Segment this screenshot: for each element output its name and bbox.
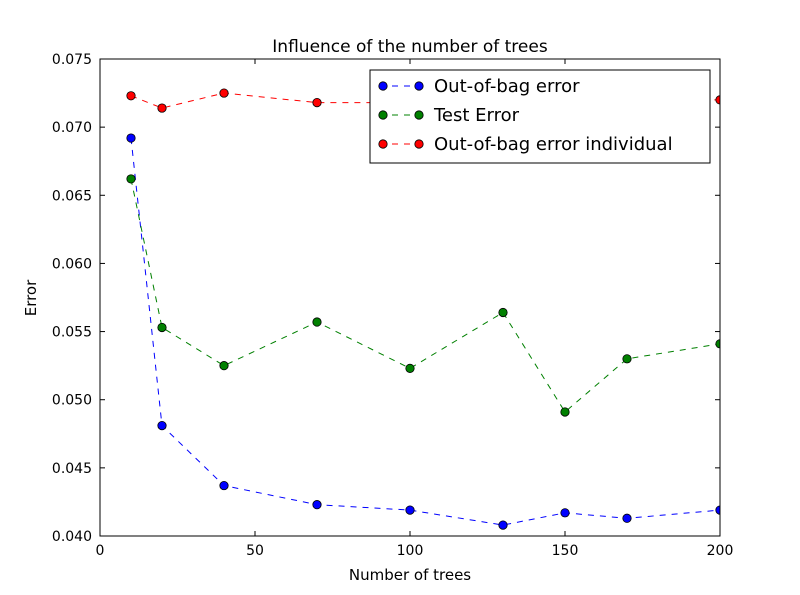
- data-point: [312, 317, 322, 327]
- legend-item: Out-of-bag error individual: [378, 134, 673, 155]
- data-point: [126, 91, 136, 101]
- x-tick-label: 200: [707, 543, 734, 559]
- y-tick-label: 0.045: [52, 461, 92, 477]
- data-point: [126, 133, 136, 143]
- x-axis-label: Number of trees: [349, 566, 471, 584]
- series-1: [126, 133, 720, 530]
- data-point: [405, 505, 415, 515]
- legend-item: Test Error: [378, 105, 520, 126]
- data-point: [312, 98, 322, 108]
- data-point: [405, 363, 415, 373]
- x-tick-label: 0: [96, 543, 105, 559]
- legend-marker: [414, 110, 424, 120]
- data-point: [157, 103, 167, 113]
- y-tick-label: 0.075: [52, 52, 92, 68]
- series-line: [130, 137, 720, 526]
- y-axis-label: Error: [22, 279, 40, 316]
- y-tick-label: 0.040: [52, 529, 92, 545]
- data-point: [219, 88, 229, 98]
- y-tick-label: 0.050: [52, 393, 92, 409]
- legend: Out-of-bag error Test Error Out-of-bag err…: [369, 69, 711, 164]
- legend-label: Out-of-bag error: [434, 76, 580, 97]
- data-point: [560, 407, 570, 417]
- legend-marker: [378, 81, 388, 91]
- data-point: [560, 508, 570, 518]
- x-tick-label: 150: [552, 543, 579, 559]
- legend-marker: [414, 81, 424, 91]
- series-line: [130, 178, 720, 413]
- legend-box: [369, 69, 711, 164]
- series-2: [126, 174, 720, 417]
- legend-marker: [414, 139, 424, 149]
- ticks-layer: 0 50 100 150 200 0.040 0.045 0.050 0.055 0.060 0.0…: [52, 52, 733, 559]
- legend-marker: [378, 110, 388, 120]
- data-point: [622, 354, 632, 364]
- data-point: [219, 480, 229, 491]
- x-tick-label: 100: [397, 543, 424, 559]
- data-point: [622, 513, 632, 523]
- x-tick-label: 50: [246, 543, 264, 559]
- y-tick-label: 0.055: [52, 325, 92, 341]
- y-tick-label: 0.065: [52, 188, 92, 204]
- y-tick-label: 0.060: [52, 256, 92, 272]
- legend-label: Out-of-bag error individual: [434, 134, 673, 155]
- y-tick-label: 0.070: [52, 120, 92, 136]
- data-point: [126, 174, 136, 184]
- legend-item: Out-of-bag error: [378, 76, 580, 97]
- data-point: [157, 322, 167, 333]
- data-point: [157, 421, 167, 431]
- data-point: [312, 500, 322, 510]
- data-point: [498, 520, 508, 530]
- legend-marker: [378, 139, 388, 149]
- legend-label: Test Error: [433, 105, 520, 126]
- data-point: [219, 361, 229, 371]
- data-point: [498, 307, 508, 318]
- chart-title: Influence of the number of trees: [272, 37, 548, 57]
